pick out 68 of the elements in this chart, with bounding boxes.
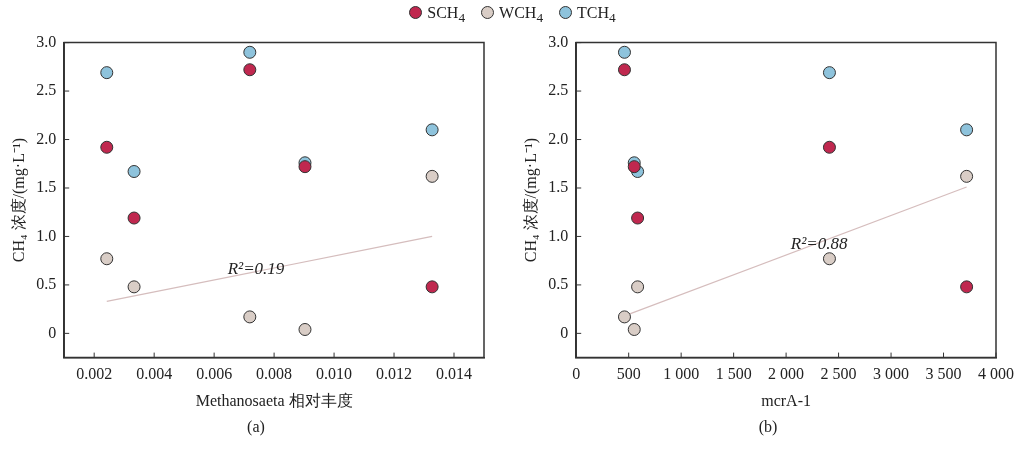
point (298, 322, 312, 336)
point (960, 123, 974, 137)
text: (a) (246, 418, 266, 436)
legend-label: WCH$_{4}$ (499, 4, 544, 26)
point (822, 140, 836, 154)
x-tick-label: 0.014 (436, 365, 473, 383)
x-tick-label: 0.002 (76, 365, 113, 383)
legend-label: SCH$_{4}$ (427, 4, 466, 26)
x-tick-label: 500 (616, 365, 641, 383)
x-axis-title: Methanosaeta 相对丰度 (195, 391, 353, 409)
point (100, 66, 114, 80)
point (822, 66, 836, 80)
annotation: R²=0.19 (227, 259, 285, 280)
y-tick-label: 3.0 (36, 32, 57, 50)
x-tick-label: 0.004 (136, 365, 173, 383)
x-tick-label: 3 000 (873, 365, 910, 383)
point (627, 160, 641, 174)
point (243, 310, 257, 324)
point (243, 63, 257, 77)
x-tick-label: 4 000 (978, 365, 1014, 383)
x-tick-label: 2 500 (820, 365, 857, 383)
point (631, 211, 645, 225)
text: (b) (757, 418, 779, 436)
point (127, 211, 141, 225)
point (960, 280, 974, 294)
point (617, 45, 631, 59)
y-tick-label: 0.5 (548, 275, 569, 293)
point (298, 160, 312, 174)
x-axis-title: mcrA-1 (761, 391, 811, 409)
x-tick-label: 0.010 (316, 365, 353, 383)
x-tick-label: 1 500 (715, 365, 752, 383)
point (617, 63, 631, 77)
y-tick-label: 0 (48, 323, 57, 341)
y-tick-label: 0 (560, 323, 569, 341)
x-tick-label: 0 (572, 365, 581, 383)
y-tick-label: 0.5 (36, 275, 57, 293)
point (617, 310, 631, 324)
x-tick-label: 0.008 (256, 365, 293, 383)
y-tick-label: 1.5 (36, 178, 57, 196)
legend-label: TCH$_{4}$ (577, 4, 616, 26)
point (627, 322, 641, 336)
y-tick-label: 2.0 (548, 129, 569, 147)
x-tick-label: 1 000 (663, 365, 700, 383)
point (425, 169, 439, 183)
y-tick-label: 3.0 (548, 32, 569, 50)
point (822, 252, 836, 266)
point (100, 140, 114, 154)
point (100, 252, 114, 266)
y-axis-title: CH₄ 浓度/(mg·L⁻¹) (9, 137, 28, 263)
annotation: R²=0.88 (790, 233, 848, 254)
y-tick-label: 1.0 (36, 226, 57, 244)
y-tick-label: 2.5 (548, 81, 569, 99)
x-tick-label: 0.006 (196, 365, 233, 383)
y-tick-label: 2.5 (36, 81, 57, 99)
y-tick-label: 1.0 (548, 226, 569, 244)
point (631, 280, 645, 294)
y-tick-label: 1.5 (548, 178, 569, 196)
point (960, 169, 974, 183)
y-tick-label: 2.0 (36, 129, 57, 147)
y-axis-title: CH₄ 浓度/(mg·L⁻¹) (521, 137, 540, 263)
point (127, 165, 141, 179)
x-tick-label: 2 000 (768, 365, 805, 383)
x-tick-label: 3 500 (925, 365, 962, 383)
point (127, 280, 141, 294)
x-tick-label: 0.012 (376, 365, 413, 383)
point (243, 45, 257, 59)
point (425, 123, 439, 137)
point (425, 280, 439, 294)
